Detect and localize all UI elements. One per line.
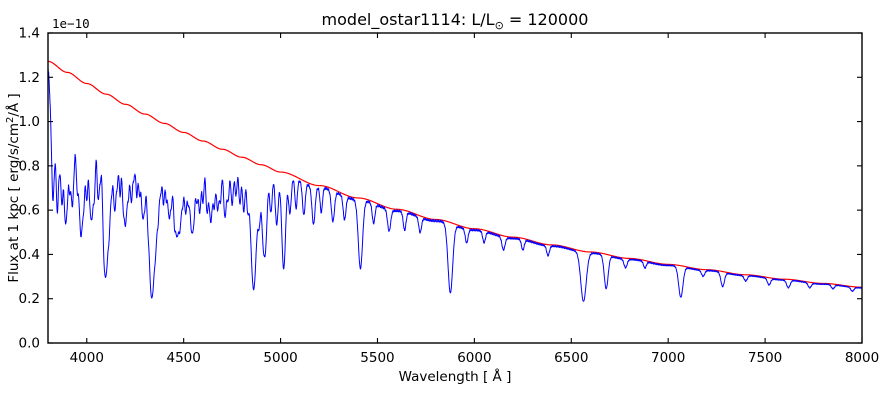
axes-spines	[47, 32, 863, 344]
y-tick-label: 1.4	[19, 26, 40, 42]
axes-background	[48, 33, 862, 343]
y-tick-label: 0.0	[19, 336, 40, 352]
spectrum-curve	[47, 68, 863, 302]
title-model-name: model_ostar1114	[322, 10, 461, 30]
data-curves	[47, 60, 863, 302]
x-tick-label: 5000	[263, 350, 297, 366]
y-tick-label: 1.2	[19, 70, 40, 86]
ylabel-prefix: Flux at 1 kpc [ erg/s/cm	[6, 123, 22, 283]
plot-title: model_ostar1114: L/L⊙ = 120000	[322, 10, 589, 32]
y-axis-ticks: 0.0 0.2 0.4 0.6 0.8 1.0 1.2 1.4	[19, 26, 862, 352]
x-tick-label: 7500	[748, 350, 782, 366]
y-tick-label: 1.0	[19, 114, 40, 130]
title-equals: =	[504, 10, 528, 29]
solar-symbol-icon: ⊙	[495, 19, 504, 32]
x-tick-label: 6000	[457, 350, 491, 366]
x-axis-label: Wavelength [ Å ]	[399, 368, 512, 385]
y-axis-offset-text: 1e−10	[52, 16, 90, 31]
x-tick-label: 6500	[554, 350, 588, 366]
x-tick-label: 4000	[70, 350, 104, 366]
continuum-curve	[47, 60, 862, 288]
x-tick-label: 8000	[845, 350, 879, 366]
ylabel-superscript: 2	[5, 117, 16, 123]
y-tick-label: 0.2	[19, 291, 40, 307]
x-axis-ticks: 4000 4500 5000 5500 6000 6500 7000 7500 8000	[70, 33, 879, 366]
x-tick-label: 4500	[166, 350, 200, 366]
y-axis-label: Flux at 1 kpc [ erg/s/cm2/Å ]	[5, 93, 22, 282]
y-tick-label: 0.6	[19, 203, 40, 219]
x-tick-label: 5500	[360, 350, 394, 366]
ylabel-suffix: /Å ]	[5, 93, 22, 116]
x-tick-label: 7000	[651, 350, 685, 366]
title-separator: :	[461, 10, 471, 29]
title-value: 120000	[527, 10, 588, 29]
y-tick-label: 0.8	[19, 158, 40, 174]
title-quantity: L/L	[471, 10, 494, 29]
y-tick-label: 0.4	[19, 247, 40, 263]
